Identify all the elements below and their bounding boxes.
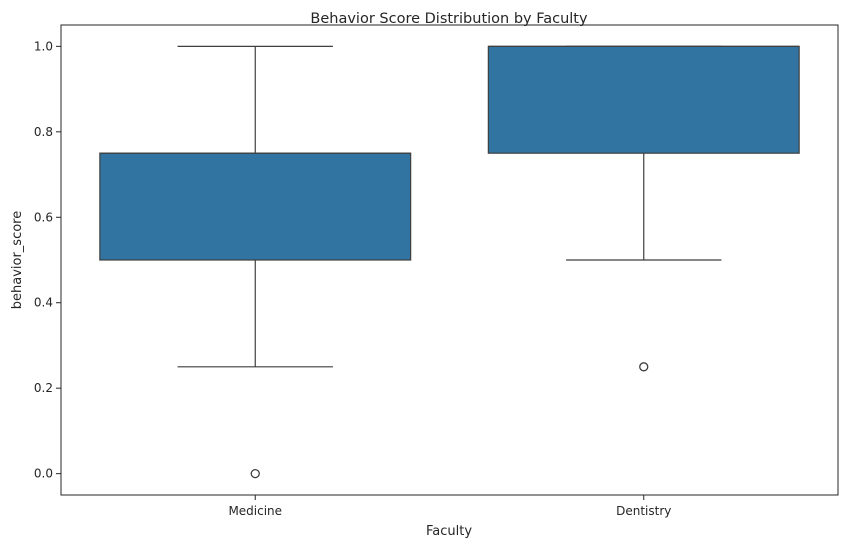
y-axis: 0.0 0.2 0.4 0.6 0.8 1.0 (34, 39, 61, 481)
plot-frame (60, 24, 839, 496)
x-axis: Medicine Dentistry (228, 495, 671, 518)
chart-title: Behavior Score Distribution by Faculty (310, 11, 588, 27)
y-tick-label: 1.0 (34, 39, 53, 53)
y-tick-label: 0.8 (34, 125, 53, 139)
y-tick-label: 0.2 (34, 381, 53, 395)
x-axis-label: Faculty (426, 524, 472, 539)
box-group (99, 45, 800, 479)
medicine-box (99, 152, 412, 261)
dentistry-outlier-point (639, 362, 649, 372)
y-tick-label: 0.4 (34, 296, 53, 310)
dentistry-box (487, 45, 800, 154)
y-tick-label: 0.0 (34, 467, 53, 481)
x-tick-label-medicine: Medicine (228, 504, 282, 518)
y-axis-label: behavior_score (10, 211, 25, 310)
medicine-outlier-point (250, 468, 260, 479)
x-tick-label-dentistry: Dentistry (616, 504, 671, 518)
y-tick-label: 0.6 (34, 210, 53, 224)
